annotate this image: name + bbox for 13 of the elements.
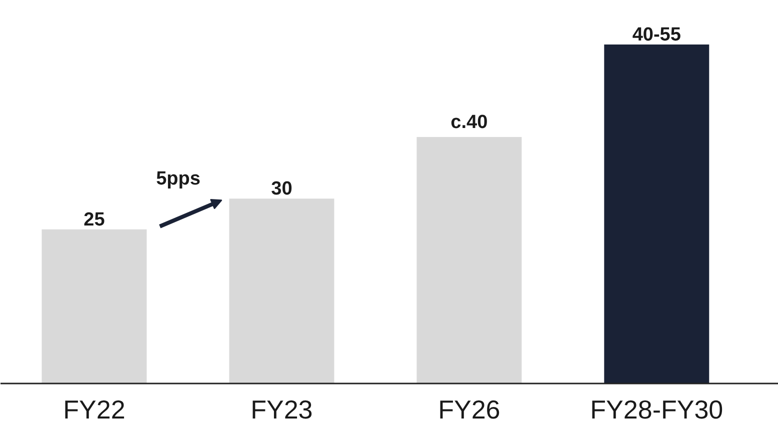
x-tick-label: FY26 <box>438 394 500 424</box>
data-label: 25 <box>84 209 106 230</box>
data-label: c.40 <box>450 112 488 133</box>
bar <box>42 229 147 384</box>
x-tick-label: FY23 <box>250 394 313 424</box>
bar <box>416 137 522 384</box>
x-tick-label: FY28-FY30 <box>590 394 724 424</box>
data-label: 30 <box>271 178 292 200</box>
x-tick-label: FY22 <box>63 394 126 424</box>
bar <box>604 44 710 384</box>
data-label: 40-55 <box>632 24 682 46</box>
annotation: 5pps <box>156 168 200 190</box>
bar <box>229 198 334 384</box>
